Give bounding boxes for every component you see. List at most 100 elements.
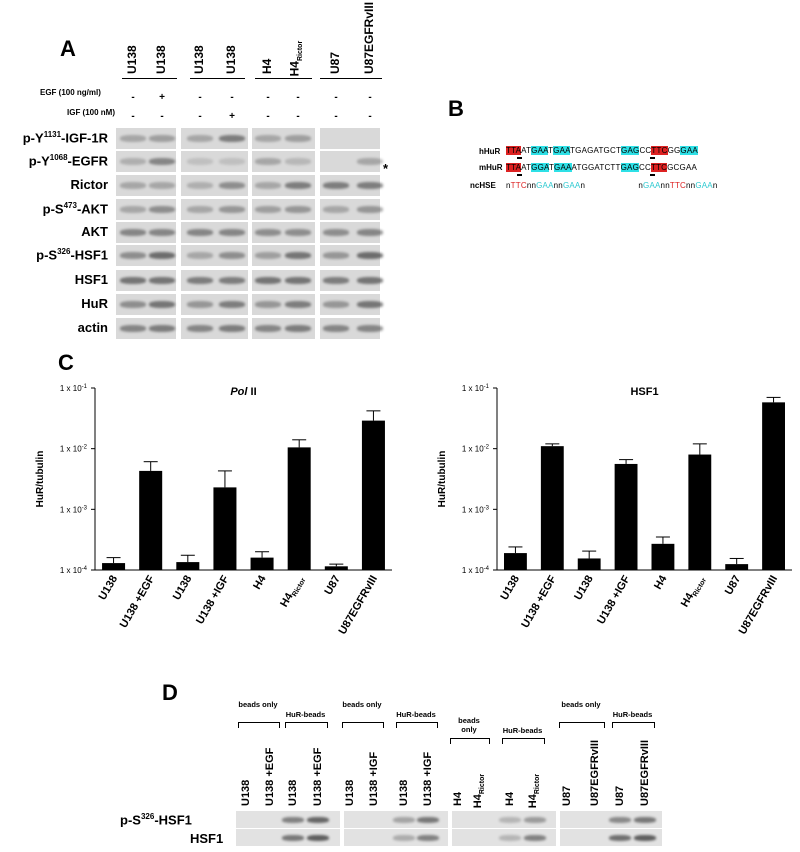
blot-band: [219, 135, 245, 142]
blot-row-label: HSF1: [74, 272, 108, 287]
blot-band: [323, 301, 349, 308]
pulldown-group-label: HuR-beads: [396, 710, 436, 719]
blot-strip: [252, 175, 315, 196]
d-row-hsf1-label: HSF1: [190, 831, 224, 846]
bar: [287, 447, 311, 570]
lane-label: U138: [224, 45, 238, 74]
x-tick-label: U87EGFRvIII: [337, 574, 380, 637]
mhur-label: mHuR: [479, 163, 503, 172]
blot-band: [120, 206, 146, 213]
y-tick-label: 1 x 10-3: [60, 505, 88, 514]
blot-band: [120, 229, 146, 236]
pulldown-group-label: HuR-beads: [612, 710, 653, 719]
panel-d-letter: D: [162, 680, 178, 705]
blot-band: [187, 135, 213, 142]
pulldown-group-bracket: [502, 738, 545, 744]
pulldown-band: [524, 835, 546, 841]
blot-band: [255, 252, 281, 259]
y-tick-label: 1 x 10-2: [462, 445, 490, 454]
pulldown-band: [307, 817, 329, 823]
bar: [504, 553, 527, 570]
blot-row-label: actin: [77, 320, 108, 335]
pulldown-band: [282, 817, 304, 823]
x-tick-label: U87: [322, 574, 342, 597]
pulldown-lane-label: H4Rictor: [526, 773, 541, 809]
blot-strip: [116, 222, 176, 243]
blot-band: [187, 229, 213, 236]
pulldown-lane-label: U138: [240, 779, 252, 806]
bar: [250, 557, 274, 570]
blot-band: [357, 252, 383, 259]
blot-band: [285, 135, 311, 142]
blot-strip: [181, 270, 248, 291]
bar: [688, 454, 712, 570]
pulldown-group-label: beads only: [458, 716, 480, 734]
group-line-u138-egf: [122, 78, 177, 79]
blot-band: [323, 206, 349, 213]
blot-band: [285, 325, 311, 332]
lane-label: U87: [328, 51, 342, 74]
bar: [614, 463, 638, 570]
pulldown-strip: [344, 811, 448, 828]
lane-label: U138: [154, 45, 168, 74]
lane-label: H4Rictor: [287, 40, 304, 77]
blot-band: [187, 301, 213, 308]
blot-band: [149, 301, 175, 308]
blot-band: [149, 135, 175, 142]
pulldown-band: [609, 835, 631, 841]
blot-band: [149, 182, 175, 189]
blot-band: [187, 182, 213, 189]
hhur-label: hHuR: [479, 147, 501, 156]
blot-row-label: p-Y1131-IGF-1R: [22, 130, 108, 146]
bar: [540, 446, 564, 570]
blot-band: [187, 206, 213, 213]
blot-strip: [116, 270, 176, 291]
blot-band: [187, 252, 213, 259]
x-tick-label: H4: [251, 573, 269, 592]
pulldown-band: [417, 835, 439, 841]
blot-band: [285, 229, 311, 236]
blot-strip: [320, 318, 380, 339]
pulldown-lane-label: U138 +IGF: [422, 751, 434, 806]
blot-band: [187, 325, 213, 332]
y-tick-label: 1 x 10-2: [60, 445, 88, 454]
blot-band: [323, 277, 349, 284]
blot-strip: [116, 175, 176, 196]
blot-strip: [252, 128, 315, 149]
pulldown-lane-label: U138 +IGF: [368, 751, 380, 806]
blot-band: [255, 135, 281, 142]
mhur-sequence: TTAATGGATGAAATGGATCTTGAGCCTTCGCGAA: [506, 163, 698, 172]
y-axis-label: HuR/tubulin: [437, 451, 448, 508]
blot-row-label: p-S473-AKT: [42, 201, 108, 217]
pulldown-group-bracket: [559, 722, 605, 728]
x-tick-label: U87: [723, 574, 743, 597]
x-tick-label: H4: [652, 573, 670, 592]
blot-band: [323, 325, 349, 332]
treatment-sign: -: [296, 111, 300, 122]
blot-strip: [181, 222, 248, 243]
blot-strip: [116, 294, 176, 315]
pulldown-lane-label: U138 +EGF: [264, 747, 276, 806]
pulldown-lane-label: U87: [561, 785, 573, 806]
x-tick-label: U138: [572, 574, 596, 603]
blot-band: [323, 229, 349, 236]
blot-strip: [252, 222, 315, 243]
x-tick-label: U138 +IGF: [595, 573, 633, 626]
pulldown-group-bracket: [285, 722, 328, 728]
bar: [725, 564, 749, 570]
treatment-sign: -: [368, 111, 372, 122]
blot-strip: [181, 318, 248, 339]
blot-band: [323, 252, 349, 259]
blot-band: [187, 277, 213, 284]
blot-strip: [320, 128, 380, 149]
x-tick-label: U138: [97, 574, 121, 603]
lane-label: U87EGFRvIII: [362, 1, 376, 74]
blot-strip: [116, 199, 176, 220]
blot-strip: [320, 151, 380, 172]
treatment-sign: -: [198, 111, 202, 122]
lane-label: U138: [125, 45, 139, 74]
blot-strip: [320, 245, 380, 266]
blot-band: [149, 206, 175, 213]
blot-strip: [181, 199, 248, 220]
pulldown-group-label: beads only: [561, 700, 601, 709]
